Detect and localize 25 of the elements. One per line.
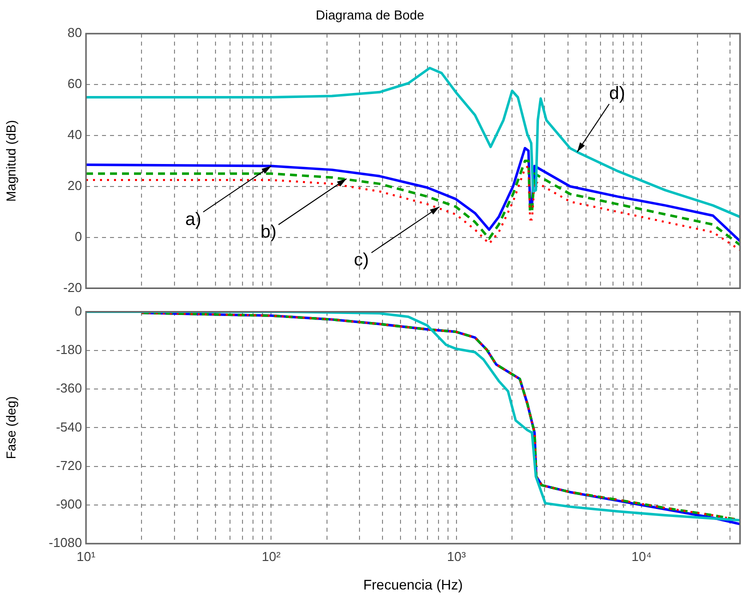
x-tick-label: 10¹ (76, 548, 96, 564)
y-tick-label: 0 (74, 228, 82, 244)
chart-title: Diagrama de Bode (316, 7, 424, 22)
y-tick-label: -540 (56, 419, 82, 434)
y-tick-label: 80 (68, 25, 82, 40)
x-axis-title: Frecuencia (Hz) (363, 576, 463, 592)
y-tick-label: -720 (56, 458, 82, 473)
y-tick-label: -1080 (48, 535, 82, 550)
y-axis-title: Magnitud (dB) (3, 120, 18, 202)
x-tick-label: 10⁴ (632, 548, 652, 564)
y-tick-label: -20 (63, 280, 82, 295)
annotation: c) (354, 250, 369, 270)
y-tick-label: 40 (68, 127, 82, 142)
y-tick-label: -360 (56, 380, 82, 396)
x-tick-label: 10³ (446, 548, 466, 564)
annotation: a) (185, 208, 202, 229)
annotation: b) (260, 222, 276, 242)
y-tick-label: -180 (56, 342, 82, 358)
y-tick-label: 0 (74, 303, 82, 318)
x-tick-label: 10² (262, 548, 282, 564)
annotation: d) (609, 82, 626, 103)
y-tick-label: 60 (68, 76, 82, 92)
y-axis-title: Fase (deg) (3, 396, 18, 460)
y-tick-label: -900 (56, 496, 82, 512)
y-tick-label: 20 (68, 178, 82, 193)
